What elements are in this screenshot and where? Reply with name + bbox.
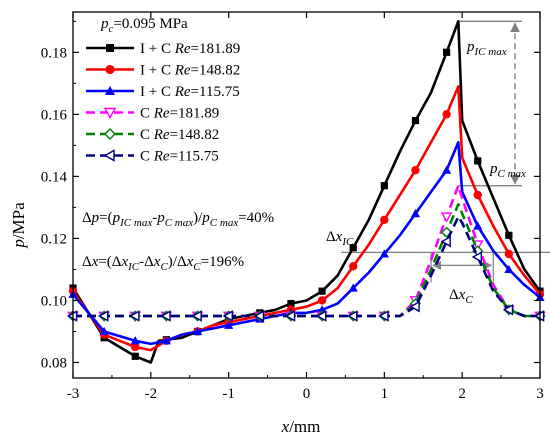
legend-marker (103, 107, 117, 119)
y-tick-label: 0.16 (41, 107, 68, 123)
series-ic-115-75-point (192, 326, 203, 336)
series-ic-181-89-point (443, 48, 451, 56)
series-c-148-82-line (73, 203, 540, 318)
series-ic-115-75-point (473, 221, 483, 230)
y-tick-label: 0.14 (41, 169, 68, 185)
series-ic-148-82-point (317, 296, 327, 305)
annotation-layer (341, 20, 550, 283)
y-tick-label: 0.10 (41, 293, 67, 309)
legend-marker (106, 44, 114, 52)
y-tick-label: 0.12 (41, 231, 67, 247)
series-c-115-75-point (98, 310, 109, 322)
series-ic-115-75-point (504, 264, 514, 274)
legend-label: I + C Re=148.82 (140, 63, 240, 79)
y-axis-label: p/MPa (9, 202, 28, 249)
legend-label: C Re=115.75 (140, 149, 219, 165)
series-c-115-75-point (191, 310, 202, 322)
x-tick-label: -3 (67, 386, 80, 402)
series-c-115-75-point (409, 300, 420, 313)
series-c-115-75-point (284, 310, 296, 322)
series-c-115-75-point (253, 310, 265, 322)
legend: pc=0.095 MPa I + C Re=181.89 I + C Re=148.… (86, 16, 240, 165)
dx-c-label: ΔxC (449, 287, 473, 306)
legend-entry: I + C Re=148.82 (86, 63, 240, 79)
legend-marker (103, 149, 115, 162)
legend-label: I + C Re=181.89 (140, 41, 240, 57)
x-tick-label: 2 (458, 386, 466, 402)
series-ic-115-75-point (161, 336, 171, 345)
series-c-115-75-point (471, 251, 483, 263)
x-tick-label: 1 (381, 386, 389, 402)
p-c-max-label: pC max (489, 161, 526, 180)
series-c-115-75-point (347, 310, 358, 322)
series-ic-148-82-point (380, 215, 389, 225)
series-ic-148-82-point (131, 342, 140, 352)
legend-label: C Re=148.82 (140, 127, 219, 143)
series-ic-115-75-point (410, 209, 421, 218)
series-c-115-75-point (222, 310, 233, 322)
series-ic-148-82-point (349, 262, 358, 271)
series-ic-181-89-point (505, 231, 513, 239)
series-ic-181-89-point (474, 157, 482, 165)
x-tick-label: -1 (222, 386, 235, 402)
series-c-115-75-point (440, 235, 451, 248)
series-c-115-75-point (316, 310, 327, 322)
y-tick-label: 0.08 (41, 355, 67, 371)
series-ic-115-75-line (72, 141, 541, 346)
legend-label: C Re=181.89 (140, 106, 219, 122)
series-ic-148-82-point (442, 110, 451, 119)
series-ic-181-89-point (318, 287, 326, 295)
p-ic-max-label: pIC max (466, 39, 507, 58)
series-ic-148-82-point (504, 249, 514, 259)
legend-marker (105, 86, 115, 95)
series-ic-115-75 (68, 141, 545, 346)
series-ic-115-75-point (224, 320, 234, 329)
series-ic-115-75-point (99, 326, 109, 336)
series-ic-148-82-point (473, 190, 482, 200)
legend-marker (104, 128, 116, 140)
series-ic-115-75-point (442, 165, 452, 174)
legend-entry: C Re=148.82 (86, 127, 219, 143)
series-ic-181-89-point (380, 182, 388, 190)
legend-entry: I + C Re=181.89 (86, 41, 240, 57)
legend-entry: I + C Re=115.75 (86, 84, 240, 100)
series-ic-115-75-point (130, 336, 140, 345)
series-ic-181-89-point (131, 352, 139, 360)
x-tick-label: 3 (536, 386, 544, 402)
legend-header: pc=0.095 MPa (100, 16, 188, 35)
x-axis-label: x/mm (281, 417, 321, 436)
legend-entry: C Re=181.89 (86, 106, 219, 122)
series-c-115-75-point (129, 310, 140, 322)
series-c-115-75-point (502, 303, 514, 316)
x-tick-label: 0 (303, 386, 311, 402)
series-ic-148-82-point (411, 165, 420, 175)
pressure-ratio-annotation: Δp=(pIC max-pC max)/pC max=40% (82, 210, 274, 229)
series-c-115-75 (66, 215, 545, 322)
series-layer (66, 19, 546, 364)
series-c-115-75-line (73, 215, 540, 318)
legend-label: I + C Re=115.75 (140, 84, 240, 100)
width-ratio-annotation: Δx=(ΔxIC-ΔxC)/ΔxC=196% (82, 254, 244, 273)
x-tick-label: -2 (145, 386, 158, 402)
series-ic-115-75-point (348, 283, 358, 292)
dx-ic-label: ΔxIC (326, 229, 354, 248)
series-ic-181-89-point (287, 299, 295, 308)
axes-layer: -3 -2 -1 0 1 2 3 0.08 0.10 0.12 0.14 0.16 0.18 (41, 11, 544, 402)
legend-entry: C Re=115.75 (86, 149, 219, 165)
series-c-115-75-point (378, 310, 389, 322)
series-c-115-75-point (160, 310, 171, 322)
y-tick-label: 0.18 (41, 45, 67, 61)
legend-marker (105, 64, 115, 75)
series-ic-181-89-point (411, 116, 420, 125)
series-ic-181-89-point (349, 244, 357, 252)
series-c-181-89-point (440, 212, 453, 223)
series-c-148-82-point (441, 226, 453, 238)
series-ic-115-75-point (379, 249, 389, 258)
series-ic-181-89-line (71, 19, 542, 364)
